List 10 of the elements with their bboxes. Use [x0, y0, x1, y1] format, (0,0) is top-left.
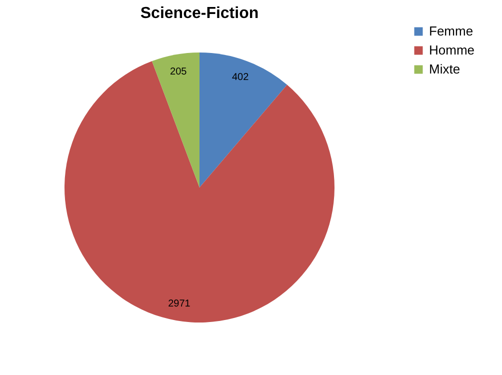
- legend-label: Femme: [429, 24, 474, 38]
- data-label: 2971: [168, 298, 191, 310]
- data-label: 205: [170, 66, 188, 78]
- pie-slice: [200, 52, 288, 188]
- pie-slice: [64, 61, 334, 322]
- data-label: 402: [232, 72, 250, 83]
- pie-slice: [152, 52, 200, 188]
- legend-label: Mixte: [429, 62, 460, 76]
- legend-label: Homme: [429, 42, 475, 58]
- chart-title: Science-Fiction: [140, 5, 259, 22]
